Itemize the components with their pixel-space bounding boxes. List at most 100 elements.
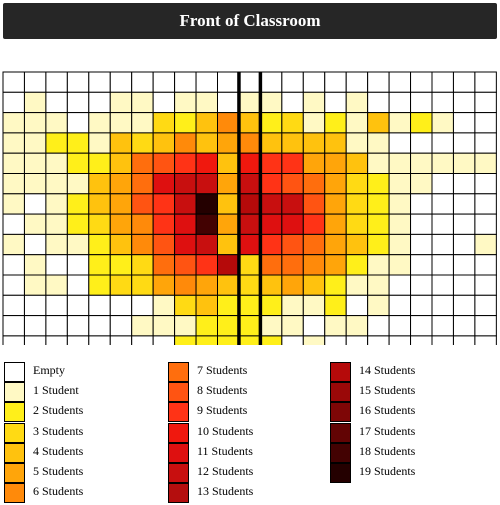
- seat-cell: [324, 315, 347, 337]
- seat-cell: [217, 132, 240, 154]
- seat-cell: [152, 233, 176, 256]
- seat-cell: [410, 193, 433, 215]
- seat-cell: [23, 193, 47, 215]
- seat-cell: [324, 91, 347, 114]
- seat-cell: [131, 213, 154, 235]
- seat-cell: [388, 274, 412, 296]
- seat-cell: [302, 193, 326, 215]
- seat-cell: [88, 71, 111, 93]
- seat-cell: [45, 294, 68, 317]
- legend-swatch: [4, 382, 25, 403]
- legend-label: 7 Students: [197, 363, 248, 377]
- seat-cell: [431, 294, 454, 317]
- seat-cell: [45, 132, 68, 154]
- seat-cell: [431, 274, 454, 296]
- seat-cell: [238, 132, 261, 154]
- seat-cell: [195, 112, 219, 134]
- seat-cell: [109, 213, 133, 235]
- seat-cell: [23, 254, 47, 276]
- seat-cell: [452, 254, 476, 276]
- seat-cell: [23, 71, 47, 93]
- seat-cell: [152, 91, 176, 114]
- seat-cell: [66, 294, 90, 317]
- seat-cell: [2, 91, 25, 114]
- seat-cell: [388, 193, 412, 215]
- seat-cell: [66, 152, 90, 174]
- seat-cell: [324, 254, 347, 276]
- seat-cell: [302, 294, 326, 317]
- seat-cell: [281, 213, 304, 235]
- seat-cell: [2, 173, 25, 195]
- seat-cell: [152, 112, 176, 134]
- seat-cell: [66, 193, 90, 215]
- seat-cell: [281, 173, 304, 195]
- legend-label: 3 Students: [33, 423, 84, 438]
- seat-cell: [174, 173, 197, 195]
- seat-cell: [367, 233, 390, 256]
- seat-cell: [281, 315, 304, 337]
- seat-cell: [131, 173, 154, 195]
- seat-cell: [66, 71, 90, 93]
- legend-label: 15 Students: [359, 383, 416, 398]
- seat-cell: [66, 132, 90, 154]
- seat-cell: [2, 254, 25, 276]
- seat-cell: [174, 274, 197, 296]
- seat-cell: [367, 213, 390, 235]
- legend-swatch: [330, 422, 351, 443]
- seat-cell: [131, 193, 154, 215]
- seat-cell: [410, 213, 433, 235]
- seat-cell: [131, 71, 154, 93]
- seat-cell: [324, 132, 347, 154]
- seat-cell: [367, 91, 390, 114]
- seat-cell: [345, 152, 369, 174]
- seat-cell: [45, 193, 68, 215]
- seat-cell: [302, 71, 326, 93]
- seat-cell: [367, 112, 390, 134]
- seat-cell: [302, 91, 326, 114]
- seat-cell: [88, 294, 111, 317]
- seat-cell: [367, 274, 390, 296]
- seat-cell: [109, 173, 133, 195]
- seat-cell: [452, 91, 476, 114]
- seat-cell: [238, 213, 261, 235]
- seat-cell: [66, 173, 90, 195]
- seat-cell: [174, 315, 197, 337]
- seat-cell: [131, 254, 154, 276]
- seat-cell: [109, 274, 133, 296]
- seat-cell: [238, 294, 261, 317]
- seat-cell: [66, 335, 90, 345]
- seat-cell: [431, 173, 454, 195]
- legend-swatch: [330, 442, 351, 463]
- seat-cell: [23, 294, 47, 317]
- seat-cell: [131, 315, 154, 337]
- seat-cell: [367, 132, 390, 154]
- seat-cell: [474, 173, 497, 195]
- seat-cell: [259, 71, 283, 93]
- seat-cell: [109, 335, 133, 345]
- seat-cell: [431, 254, 454, 276]
- seat-cell: [388, 91, 412, 114]
- seat-cell: [410, 173, 433, 195]
- seat-cell: [88, 213, 111, 235]
- legend-swatch: [330, 402, 351, 423]
- seat-cell: [2, 112, 25, 134]
- seat-cell: [324, 71, 347, 93]
- seat-cell: [88, 132, 111, 154]
- seat-cell: [345, 315, 369, 337]
- seat-cell: [45, 91, 68, 114]
- seat-cell: [88, 274, 111, 296]
- seat-cell: [474, 132, 497, 154]
- seat-cell: [195, 294, 219, 317]
- seat-cell: [152, 315, 176, 337]
- seat-cell: [238, 233, 261, 256]
- seat-cell: [23, 91, 47, 114]
- seat-cell: [302, 335, 326, 345]
- legend-label: 1 Student: [33, 383, 79, 398]
- seat-cell: [431, 112, 454, 134]
- seat-cell: [217, 91, 240, 114]
- legend-swatch: [330, 382, 351, 403]
- seat-cell: [174, 91, 197, 114]
- legend-swatch: [168, 483, 189, 504]
- seat-cell: [410, 91, 433, 114]
- seat-cell: [452, 173, 476, 195]
